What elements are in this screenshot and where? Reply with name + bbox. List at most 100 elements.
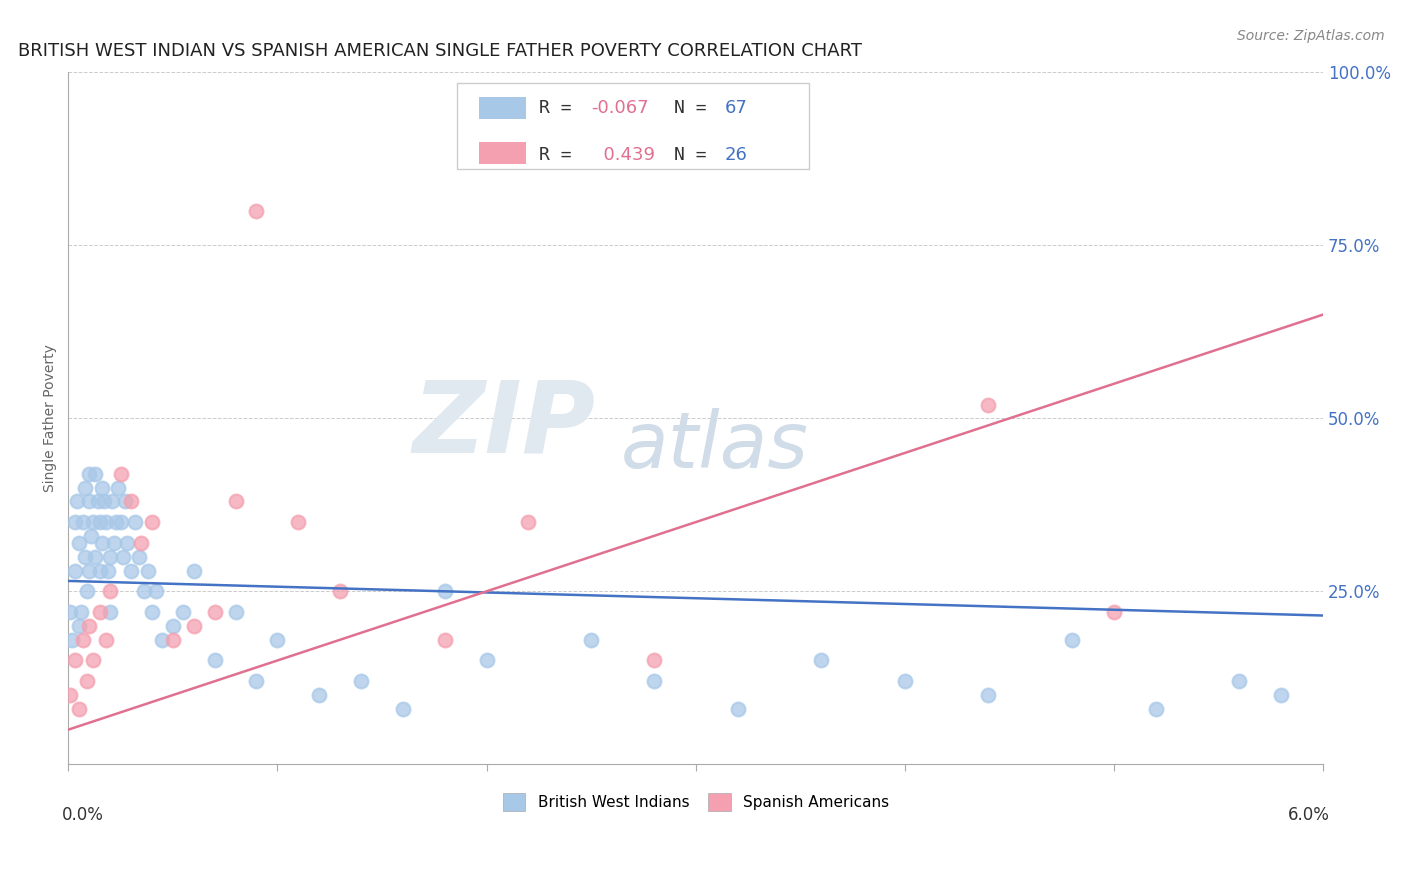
Text: 0.439: 0.439: [592, 145, 655, 164]
Text: -0.067: -0.067: [592, 99, 650, 118]
Point: [727, 702, 749, 716]
Point: [86, 494, 108, 508]
Point: [183, 619, 205, 633]
Point: [69, 605, 91, 619]
Point: [89, 605, 111, 619]
Legend: British West Indians, Spanish Americans: British West Indians, Spanish Americans: [495, 785, 897, 819]
Text: 67: 67: [724, 99, 748, 118]
Text: 26: 26: [724, 145, 748, 164]
Point: [977, 688, 1000, 702]
Point: [101, 494, 124, 508]
Point: [63, 515, 86, 529]
Point: [63, 653, 86, 667]
Point: [225, 605, 247, 619]
Point: [128, 549, 150, 564]
Point: [77, 564, 100, 578]
Point: [73, 481, 96, 495]
Point: [1102, 605, 1125, 619]
Point: [98, 605, 121, 619]
Point: [1270, 688, 1292, 702]
FancyBboxPatch shape: [478, 97, 526, 120]
Point: [80, 529, 103, 543]
Point: [114, 494, 136, 508]
Point: [141, 605, 163, 619]
Point: [90, 481, 112, 495]
Point: [894, 674, 917, 689]
Point: [105, 515, 128, 529]
Point: [392, 702, 415, 716]
Point: [1144, 702, 1167, 716]
Point: [98, 584, 121, 599]
Point: [98, 549, 121, 564]
Point: [245, 674, 267, 689]
Point: [77, 467, 100, 481]
Point: [145, 584, 167, 599]
Point: [120, 564, 142, 578]
Point: [204, 653, 226, 667]
Point: [84, 467, 107, 481]
Point: [110, 515, 132, 529]
Point: [76, 674, 98, 689]
Point: [517, 515, 540, 529]
Point: [136, 564, 159, 578]
Point: [433, 632, 456, 647]
Point: [63, 564, 86, 578]
Point: [225, 494, 247, 508]
Point: [67, 702, 90, 716]
Point: [97, 564, 120, 578]
Point: [131, 536, 153, 550]
Point: [72, 632, 94, 647]
Point: [433, 584, 456, 599]
Point: [132, 584, 155, 599]
Point: [308, 688, 330, 702]
Point: [72, 515, 94, 529]
Point: [124, 515, 146, 529]
Point: [183, 564, 205, 578]
Point: [107, 481, 129, 495]
Point: [73, 549, 96, 564]
Point: [977, 397, 1000, 411]
Y-axis label: Single Father Poverty: Single Father Poverty: [44, 344, 58, 492]
Point: [111, 549, 134, 564]
FancyBboxPatch shape: [478, 143, 526, 164]
Point: [350, 674, 373, 689]
Point: [94, 632, 117, 647]
Point: [84, 549, 107, 564]
Text: N =: N =: [675, 99, 718, 118]
Point: [82, 515, 104, 529]
Point: [90, 536, 112, 550]
Point: [89, 564, 111, 578]
Point: [115, 536, 138, 550]
Point: [120, 494, 142, 508]
Text: R =: R =: [538, 99, 582, 118]
Point: [204, 605, 226, 619]
Point: [59, 688, 82, 702]
Point: [141, 515, 163, 529]
Point: [1229, 674, 1251, 689]
Point: [475, 653, 498, 667]
Point: [266, 632, 288, 647]
Point: [287, 515, 309, 529]
Point: [93, 494, 115, 508]
Point: [162, 632, 184, 647]
Point: [89, 515, 111, 529]
Text: R =: R =: [538, 145, 582, 164]
FancyBboxPatch shape: [457, 83, 808, 169]
Point: [59, 605, 82, 619]
Point: [67, 536, 90, 550]
Point: [77, 619, 100, 633]
Text: Source: ZipAtlas.com: Source: ZipAtlas.com: [1237, 29, 1385, 43]
Point: [162, 619, 184, 633]
Point: [643, 674, 665, 689]
Point: [67, 619, 90, 633]
Text: ZIP: ZIP: [412, 376, 595, 474]
Text: N =: N =: [675, 145, 718, 164]
Point: [810, 653, 832, 667]
Point: [329, 584, 352, 599]
Point: [82, 653, 104, 667]
Point: [62, 632, 84, 647]
Point: [76, 584, 98, 599]
Text: 6.0%: 6.0%: [1288, 805, 1330, 824]
Point: [579, 632, 602, 647]
Point: [94, 515, 117, 529]
